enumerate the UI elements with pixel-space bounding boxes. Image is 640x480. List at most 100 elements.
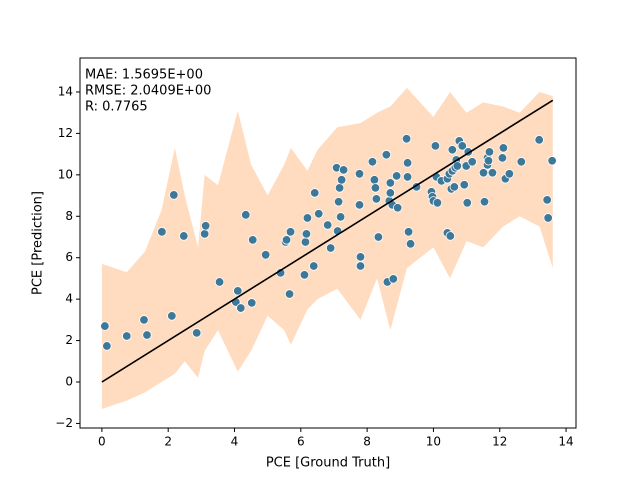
point xyxy=(392,203,403,213)
point xyxy=(100,321,110,331)
point xyxy=(504,169,515,179)
point xyxy=(336,175,347,185)
point xyxy=(370,183,381,193)
point xyxy=(369,175,380,185)
point xyxy=(285,227,296,237)
point xyxy=(542,195,552,205)
point xyxy=(467,157,477,167)
fit-line xyxy=(101,99,554,383)
y-tick-label: −2 xyxy=(55,416,73,430)
point xyxy=(391,171,402,181)
point xyxy=(354,200,365,210)
point xyxy=(338,165,349,175)
y-tick-label: 6 xyxy=(65,250,73,264)
point xyxy=(403,227,414,237)
point xyxy=(462,198,472,208)
point xyxy=(385,188,396,198)
x-tick-label: 4 xyxy=(231,435,239,449)
point xyxy=(157,227,167,237)
x-tick-label: 8 xyxy=(363,435,371,449)
y-tick-label: 10 xyxy=(58,167,73,181)
point xyxy=(447,145,458,155)
point xyxy=(497,153,508,163)
annotation: MAE: 1.5695E+00 xyxy=(85,68,203,83)
point xyxy=(355,261,366,271)
point xyxy=(142,330,152,340)
point xyxy=(302,213,313,223)
point xyxy=(405,239,416,249)
x-tick-label: 12 xyxy=(492,435,507,449)
point xyxy=(388,274,399,284)
point xyxy=(371,194,382,204)
point xyxy=(534,135,544,145)
point xyxy=(281,235,292,245)
point xyxy=(385,178,396,188)
point xyxy=(449,182,460,192)
point xyxy=(547,156,557,166)
point xyxy=(260,250,271,260)
point xyxy=(199,229,210,239)
point xyxy=(457,141,467,151)
point xyxy=(192,328,202,338)
point xyxy=(459,180,469,190)
point xyxy=(483,156,494,166)
point xyxy=(314,209,324,219)
point xyxy=(401,134,412,144)
point xyxy=(381,150,392,160)
point xyxy=(355,252,366,262)
point xyxy=(300,237,311,247)
x-tick-label: 0 xyxy=(98,435,106,449)
point xyxy=(479,197,490,207)
point xyxy=(122,331,132,341)
point xyxy=(322,220,333,230)
point xyxy=(248,235,258,245)
y-axis-label: PCE [Prediction] xyxy=(31,191,46,295)
point xyxy=(333,197,344,207)
annotation: RMSE: 2.0409E+00 xyxy=(85,84,211,99)
point xyxy=(310,188,320,198)
point xyxy=(402,172,413,182)
point xyxy=(478,168,489,178)
point xyxy=(543,213,553,223)
point xyxy=(334,183,345,193)
point xyxy=(516,157,526,167)
plot-frame xyxy=(79,57,577,429)
point xyxy=(309,261,319,271)
y-tick-label: 0 xyxy=(65,375,73,389)
y-tick-label: 8 xyxy=(65,209,73,223)
point xyxy=(139,315,149,325)
point xyxy=(498,143,509,153)
point xyxy=(452,161,463,171)
x-axis-label: PCE [Ground Truth] xyxy=(266,456,390,471)
point xyxy=(233,286,243,296)
x-tick-label: 6 xyxy=(297,435,305,449)
annotation: R: 0.7765 xyxy=(85,100,148,115)
x-tick-label: 2 xyxy=(164,435,172,449)
y-tick-label: 2 xyxy=(65,333,73,347)
point xyxy=(487,168,498,178)
point xyxy=(325,243,336,253)
point xyxy=(102,341,112,351)
point xyxy=(179,231,189,241)
point xyxy=(241,210,251,220)
point xyxy=(284,289,295,299)
point xyxy=(214,277,225,287)
point xyxy=(354,169,365,179)
x-tick-label: 14 xyxy=(558,435,573,449)
y-tick-label: 14 xyxy=(58,84,73,98)
point xyxy=(373,232,384,242)
x-tick-label: 10 xyxy=(426,435,441,449)
point xyxy=(432,198,443,208)
point xyxy=(367,157,378,167)
point xyxy=(169,190,179,200)
point xyxy=(335,212,346,222)
y-tick-label: 12 xyxy=(58,126,73,140)
point xyxy=(301,229,312,239)
point xyxy=(299,270,310,280)
y-tick-label: 4 xyxy=(65,292,73,306)
point xyxy=(167,311,177,321)
point xyxy=(247,298,257,308)
point xyxy=(200,221,211,231)
point xyxy=(445,231,456,241)
